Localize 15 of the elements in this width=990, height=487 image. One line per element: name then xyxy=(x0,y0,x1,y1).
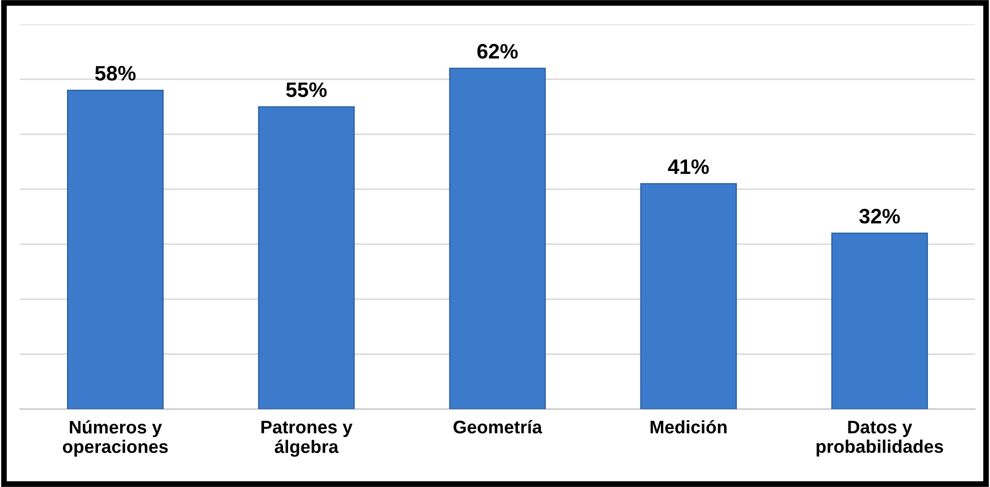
bar xyxy=(449,68,546,410)
data-label: 62% xyxy=(477,44,518,59)
data-label: 55% xyxy=(286,82,327,98)
data-label: 41% xyxy=(668,159,709,174)
x-tick-label: Números y operaciones xyxy=(62,420,168,457)
bar xyxy=(258,106,355,410)
data-label: 32% xyxy=(859,208,900,224)
bar xyxy=(640,183,737,410)
bar xyxy=(67,90,164,410)
x-tick-label: Patrones y álgebra xyxy=(261,420,352,457)
x-tick-label: Medición xyxy=(650,420,727,434)
bar xyxy=(831,232,928,410)
x-tick-label: Datos y probabilidades xyxy=(816,420,944,456)
x-tick-label: Geometría xyxy=(454,420,542,434)
data-label: 58% xyxy=(95,66,136,81)
